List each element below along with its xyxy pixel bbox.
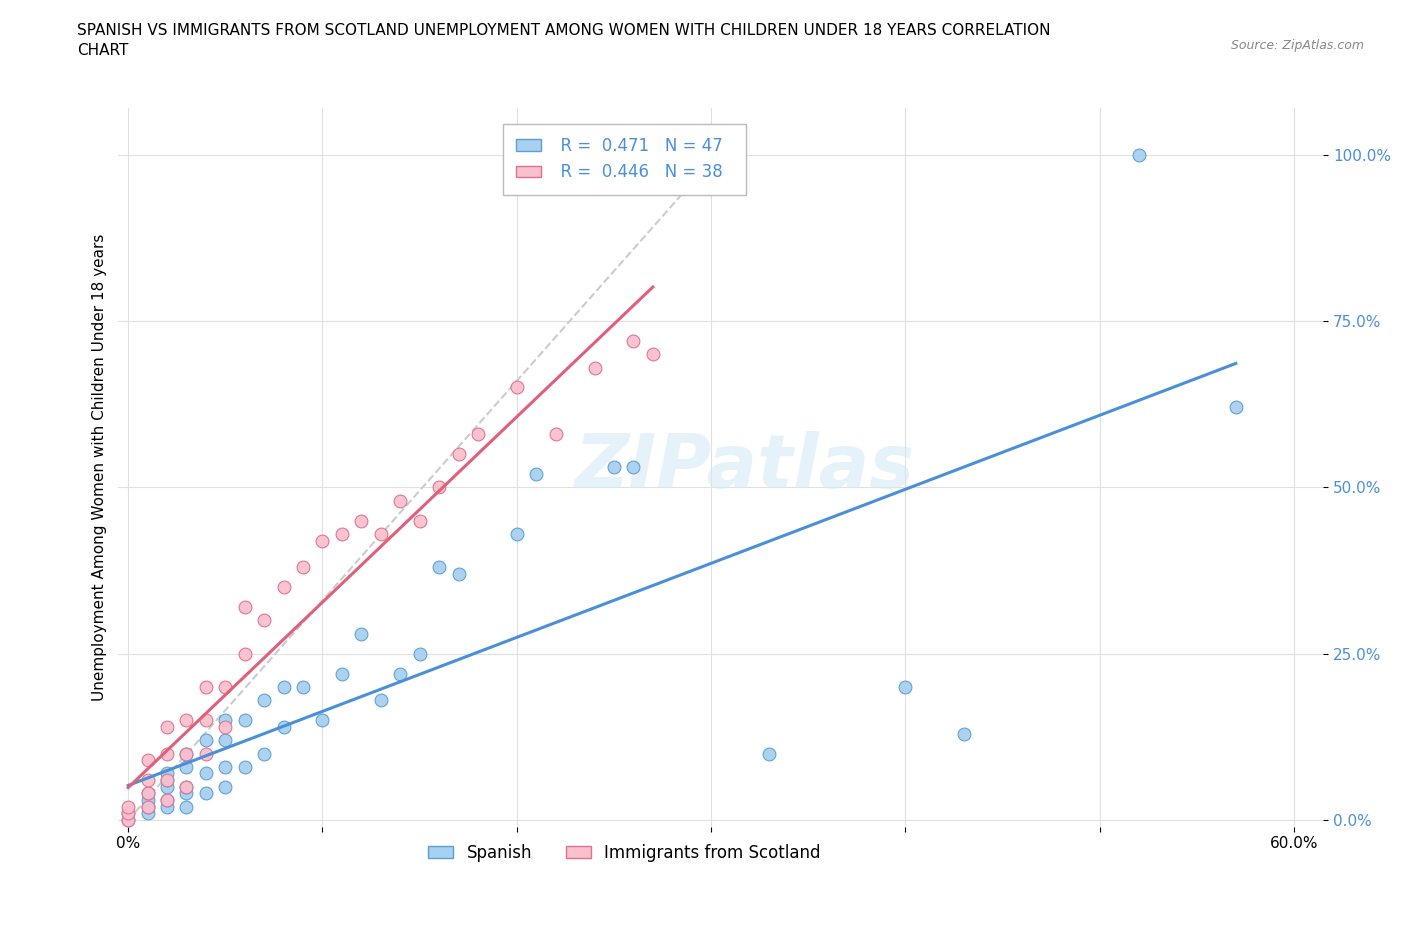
Point [389, 666, 412, 681]
Point [136, 799, 159, 814]
Point [136, 786, 159, 801]
Point [273, 680, 295, 695]
Point [156, 766, 179, 781]
Point [623, 334, 645, 349]
Point [544, 427, 567, 442]
Point [233, 646, 256, 661]
Point [408, 513, 430, 528]
Point [389, 493, 412, 508]
Point [370, 693, 392, 708]
Point [194, 786, 217, 801]
Point [623, 460, 645, 475]
Point [214, 680, 236, 695]
Point [117, 799, 139, 814]
Point [253, 746, 276, 761]
Point [233, 760, 256, 775]
Text: ZIPatlas: ZIPatlas [575, 431, 915, 504]
Point [156, 773, 179, 788]
Point [233, 712, 256, 727]
Point [136, 773, 159, 788]
Point [194, 680, 217, 695]
Point [292, 560, 315, 575]
Point [176, 779, 198, 794]
Point [156, 779, 179, 794]
Point [350, 626, 373, 641]
Point [176, 746, 198, 761]
Point [194, 766, 217, 781]
Point [427, 480, 450, 495]
Point [273, 579, 295, 594]
Point [176, 779, 198, 794]
Point [176, 746, 198, 761]
Point [1225, 400, 1247, 415]
Point [952, 726, 974, 741]
Point [292, 680, 315, 695]
Point [194, 733, 217, 748]
Point [214, 779, 236, 794]
Point [233, 600, 256, 615]
Point [176, 712, 198, 727]
Point [194, 712, 217, 727]
Point [117, 813, 139, 828]
Point [176, 799, 198, 814]
Y-axis label: Unemployment Among Women with Children Under 18 years: Unemployment Among Women with Children U… [93, 233, 107, 701]
Point [311, 533, 333, 548]
Point [136, 786, 159, 801]
Point [156, 799, 179, 814]
Point [370, 526, 392, 541]
Point [408, 646, 430, 661]
Point [273, 720, 295, 735]
Point [506, 380, 529, 395]
Point [1128, 147, 1150, 162]
Point [253, 693, 276, 708]
Point [330, 666, 353, 681]
Point [641, 347, 664, 362]
Point [524, 467, 547, 482]
Point [176, 786, 198, 801]
Point [156, 773, 179, 788]
Point [117, 806, 139, 821]
Point [330, 526, 353, 541]
Point [467, 427, 489, 442]
Legend: Spanish, Immigrants from Scotland: Spanish, Immigrants from Scotland [422, 837, 827, 869]
Point [447, 566, 470, 581]
Point [214, 712, 236, 727]
Point [156, 720, 179, 735]
Point [194, 746, 217, 761]
Point [427, 560, 450, 575]
Point [214, 760, 236, 775]
Point [253, 613, 276, 628]
Point [156, 792, 179, 807]
Point [447, 446, 470, 461]
Point [136, 806, 159, 821]
Point [506, 526, 529, 541]
Point [214, 733, 236, 748]
Point [214, 720, 236, 735]
Point [117, 813, 139, 828]
Text: SPANISH VS IMMIGRANTS FROM SCOTLAND UNEMPLOYMENT AMONG WOMEN WITH CHILDREN UNDER: SPANISH VS IMMIGRANTS FROM SCOTLAND UNEM… [77, 23, 1050, 58]
Point [136, 799, 159, 814]
Point [603, 460, 626, 475]
Point [117, 806, 139, 821]
Point [136, 752, 159, 767]
Point [350, 513, 373, 528]
Point [156, 746, 179, 761]
Point [136, 792, 159, 807]
Point [311, 712, 333, 727]
Point [176, 760, 198, 775]
Point [156, 792, 179, 807]
Point [583, 360, 606, 375]
Text: Source: ZipAtlas.com: Source: ZipAtlas.com [1230, 39, 1364, 52]
Point [758, 746, 780, 761]
Point [894, 680, 917, 695]
